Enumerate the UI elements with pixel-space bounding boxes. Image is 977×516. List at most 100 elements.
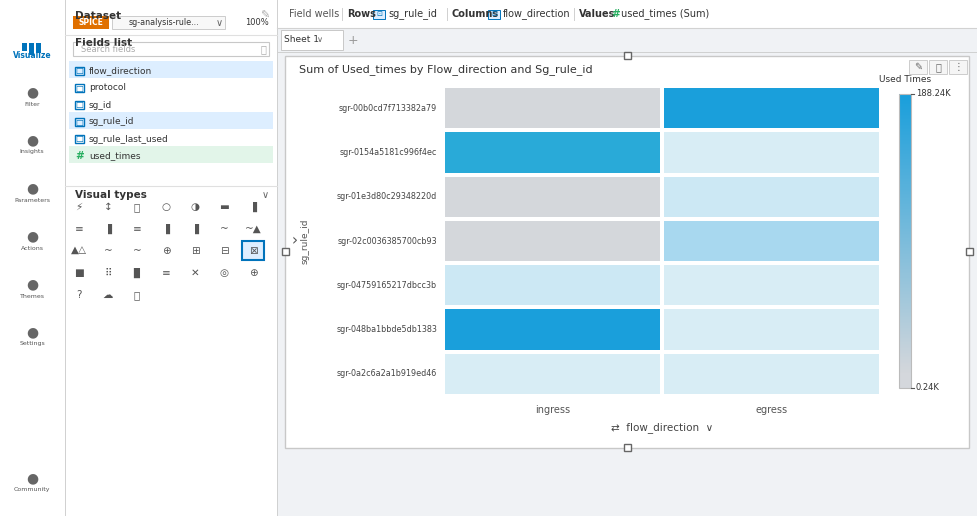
Text: ›: ›	[292, 234, 298, 249]
Bar	[899, 108, 911, 110]
Bar	[899, 236, 911, 238]
Text: ☁: ☁	[103, 290, 113, 300]
Bar	[899, 95, 911, 97]
Bar	[929, 60, 947, 74]
Bar	[664, 265, 879, 305]
Bar	[899, 323, 911, 325]
Bar	[899, 124, 911, 126]
Bar	[899, 194, 911, 196]
Bar	[899, 178, 911, 179]
Text: □: □	[75, 135, 83, 143]
Text: ◎: ◎	[220, 268, 229, 278]
Text: ⚡: ⚡	[75, 202, 83, 212]
Bar	[899, 130, 911, 132]
Bar	[285, 56, 969, 448]
Bar	[75, 101, 84, 109]
Text: SPICE: SPICE	[78, 18, 104, 27]
Bar	[909, 60, 927, 74]
Bar	[899, 273, 911, 275]
Bar	[899, 336, 911, 338]
Bar	[899, 217, 911, 219]
Bar	[899, 304, 911, 305]
Bar	[899, 223, 911, 225]
Bar	[899, 376, 911, 378]
Text: □: □	[75, 118, 83, 126]
Bar	[899, 242, 911, 244]
Bar	[899, 170, 911, 172]
Text: ▊: ▊	[133, 268, 141, 278]
Text: sgr-01e3d80c29348220d: sgr-01e3d80c29348220d	[337, 192, 437, 201]
Bar	[899, 240, 911, 243]
Bar	[69, 112, 273, 129]
Bar	[899, 277, 911, 279]
Bar	[899, 370, 911, 372]
Bar	[899, 294, 911, 295]
Text: □: □	[75, 101, 83, 109]
Bar	[899, 171, 911, 173]
Bar	[73, 42, 269, 56]
Text: ⌒: ⌒	[134, 202, 140, 212]
Text: Visual types: Visual types	[75, 190, 147, 200]
Bar	[899, 209, 911, 212]
Bar	[899, 361, 911, 363]
Bar	[899, 327, 911, 329]
Bar	[899, 176, 911, 178]
Text: ↕: ↕	[104, 202, 112, 212]
Bar	[899, 333, 911, 335]
Bar	[899, 260, 911, 262]
Bar	[899, 216, 911, 217]
Bar	[899, 296, 911, 298]
Bar	[445, 132, 660, 172]
Text: ≡: ≡	[74, 224, 83, 234]
Bar	[899, 230, 911, 232]
Bar	[899, 279, 911, 281]
Bar	[899, 344, 911, 345]
Text: ●: ●	[26, 471, 38, 485]
Bar	[899, 379, 911, 381]
Bar	[899, 295, 911, 297]
Bar	[899, 358, 911, 360]
Bar	[899, 374, 911, 376]
Bar	[899, 201, 911, 203]
Text: 🖼: 🖼	[134, 290, 140, 300]
Text: ∨: ∨	[262, 190, 269, 200]
Text: egress: egress	[755, 405, 787, 415]
Bar	[899, 334, 911, 336]
Bar	[899, 226, 911, 228]
Bar	[899, 311, 911, 313]
Bar	[899, 233, 911, 235]
Text: ?: ?	[76, 290, 82, 300]
Bar	[899, 221, 911, 223]
Bar	[899, 164, 911, 166]
Text: Actions: Actions	[21, 246, 44, 250]
Bar	[899, 345, 911, 347]
Bar	[899, 280, 911, 282]
Bar	[899, 167, 911, 169]
Bar	[899, 159, 911, 162]
Bar	[899, 197, 911, 198]
Text: ⊡: ⊡	[491, 11, 497, 17]
Text: ▲△: ▲△	[71, 246, 87, 256]
Bar	[899, 264, 911, 266]
Text: Field wells: Field wells	[289, 9, 339, 19]
Bar	[373, 10, 385, 19]
Bar	[899, 363, 911, 364]
Bar	[899, 158, 911, 160]
Bar	[624, 52, 631, 59]
Bar	[899, 245, 911, 247]
Bar	[899, 353, 911, 356]
Bar	[899, 110, 911, 111]
Bar	[899, 380, 911, 382]
Bar	[445, 221, 660, 261]
Bar	[899, 94, 911, 388]
Bar	[112, 16, 225, 29]
Text: ▐: ▐	[249, 202, 257, 212]
Bar	[899, 93, 911, 95]
Bar	[899, 121, 911, 123]
Bar	[899, 352, 911, 354]
Bar	[899, 263, 911, 265]
Bar	[899, 232, 911, 234]
Bar	[899, 112, 911, 115]
Text: Fields list: Fields list	[75, 38, 132, 48]
Bar	[899, 208, 911, 210]
